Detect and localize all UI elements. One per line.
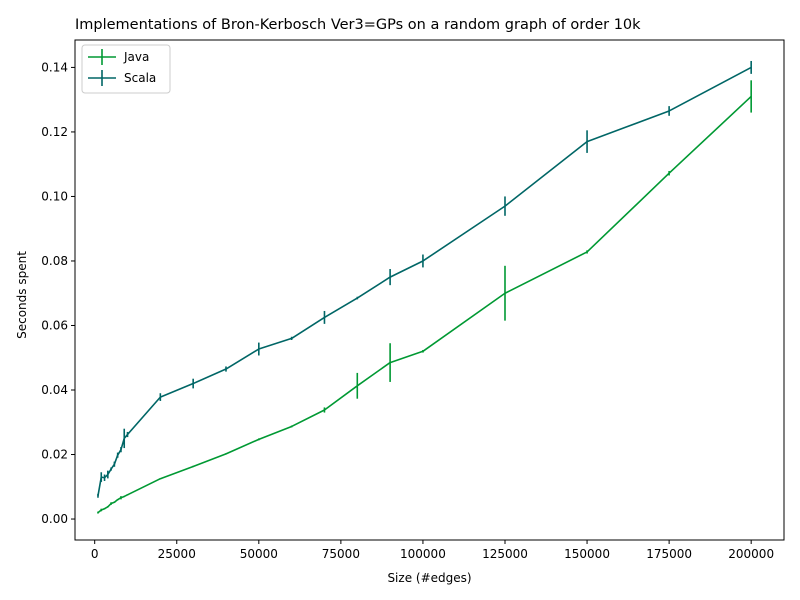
series-scala <box>97 60 752 498</box>
y-axis-label: Seconds spent <box>15 251 29 339</box>
x-tick-label: 175000 <box>646 547 692 561</box>
y-tick-label: 0.06 <box>41 318 68 332</box>
x-tick-label: 100000 <box>400 547 446 561</box>
legend-entry-scala: Scala <box>88 70 156 86</box>
y-tick-label: 0.00 <box>41 512 68 526</box>
chart-title: Implementations of Bron-Kerbosch Ver3=GP… <box>75 17 641 33</box>
x-tick-label: 125000 <box>482 547 528 561</box>
x-tick-label: 25000 <box>158 547 196 561</box>
x-tick-label: 75000 <box>322 547 360 561</box>
x-tick-label: 50000 <box>240 547 278 561</box>
x-tick-label: 150000 <box>564 547 610 561</box>
legend-label: Java <box>123 50 149 64</box>
series-java <box>97 80 752 514</box>
legend-label: Scala <box>124 71 156 85</box>
y-tick-label: 0.10 <box>41 189 68 203</box>
x-tick-label: 0 <box>91 547 99 561</box>
y-tick-label: 0.02 <box>41 448 68 462</box>
legend: Java Scala <box>81 44 171 94</box>
y-tick-label: 0.04 <box>41 383 68 397</box>
y-tick-label: 0.14 <box>41 60 68 74</box>
y-tick-label: 0.12 <box>41 125 68 139</box>
plot-area <box>97 60 752 514</box>
axes-frame <box>74 39 785 541</box>
x-tick-label: 200000 <box>728 547 774 561</box>
legend-entry-java: Java <box>88 49 149 65</box>
axes: 0 25000 50000 75000 100000 125000 150000 175000… <box>41 39 785 561</box>
y-tick-label: 0.08 <box>41 254 68 268</box>
x-axis-label: Size (#edges) <box>387 571 471 585</box>
